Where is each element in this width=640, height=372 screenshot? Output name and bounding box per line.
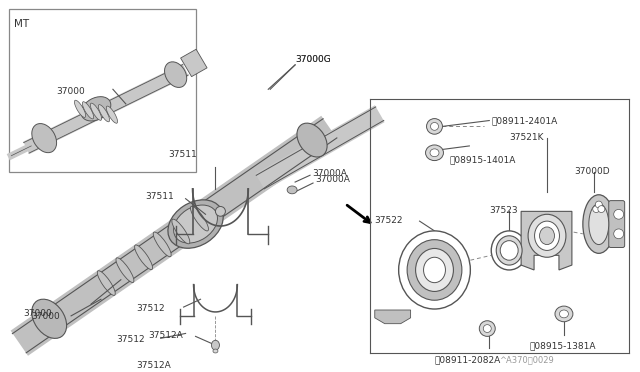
Ellipse shape <box>583 195 614 253</box>
Text: MT: MT <box>14 19 29 29</box>
Text: 37000A: 37000A <box>312 169 347 178</box>
Ellipse shape <box>116 258 134 282</box>
Circle shape <box>614 209 623 219</box>
Ellipse shape <box>74 100 86 118</box>
Bar <box>10 9 196 172</box>
Circle shape <box>426 119 442 134</box>
Ellipse shape <box>496 236 522 265</box>
Ellipse shape <box>555 306 573 322</box>
Ellipse shape <box>81 97 111 121</box>
Text: 37000: 37000 <box>56 87 85 96</box>
Text: 37000: 37000 <box>31 312 60 321</box>
FancyBboxPatch shape <box>609 201 625 247</box>
Text: 37512A: 37512A <box>148 331 184 340</box>
Ellipse shape <box>32 124 56 153</box>
Text: 37000A: 37000A <box>315 175 350 184</box>
Circle shape <box>479 321 495 336</box>
Circle shape <box>614 229 623 239</box>
Text: 37511: 37511 <box>146 192 175 201</box>
Circle shape <box>216 206 225 216</box>
Ellipse shape <box>153 232 171 257</box>
Ellipse shape <box>211 340 220 350</box>
Ellipse shape <box>172 219 190 244</box>
Text: 37512A: 37512A <box>136 361 170 370</box>
Text: 37523: 37523 <box>489 206 518 215</box>
Text: 37000G: 37000G <box>295 55 331 64</box>
Ellipse shape <box>415 248 453 291</box>
Bar <box>180 49 207 77</box>
Text: Ⓦ08915-1401A: Ⓦ08915-1401A <box>449 156 516 165</box>
Ellipse shape <box>534 221 559 250</box>
Text: 37000: 37000 <box>23 309 52 318</box>
Ellipse shape <box>213 349 218 353</box>
Text: 37521K: 37521K <box>509 133 543 142</box>
Ellipse shape <box>90 103 102 120</box>
Ellipse shape <box>173 205 218 243</box>
Ellipse shape <box>168 200 223 248</box>
Ellipse shape <box>134 245 152 270</box>
Ellipse shape <box>164 62 187 87</box>
Ellipse shape <box>430 149 439 157</box>
Ellipse shape <box>399 231 470 309</box>
Ellipse shape <box>106 106 118 123</box>
Text: 37512: 37512 <box>116 336 145 344</box>
Circle shape <box>483 325 492 333</box>
Text: ⓝ08911-2401A: ⓝ08911-2401A <box>492 117 557 126</box>
Ellipse shape <box>492 231 527 270</box>
Ellipse shape <box>528 214 566 257</box>
Ellipse shape <box>99 105 109 122</box>
Circle shape <box>598 206 605 212</box>
Text: 37522: 37522 <box>375 216 403 225</box>
Ellipse shape <box>287 186 297 194</box>
Ellipse shape <box>297 123 327 157</box>
Ellipse shape <box>83 102 93 119</box>
Text: Ⓦ08915-1381A: Ⓦ08915-1381A <box>529 341 596 350</box>
Ellipse shape <box>97 271 115 295</box>
Circle shape <box>431 122 438 130</box>
Ellipse shape <box>500 241 518 260</box>
Text: ^A370　0029: ^A370 0029 <box>499 355 554 364</box>
Text: 37000D: 37000D <box>574 167 609 176</box>
Text: 37000G: 37000G <box>295 55 331 64</box>
Ellipse shape <box>559 310 568 318</box>
Ellipse shape <box>540 227 554 244</box>
Text: 37511: 37511 <box>169 150 197 159</box>
Polygon shape <box>521 211 572 270</box>
Ellipse shape <box>407 240 462 300</box>
Circle shape <box>593 206 600 212</box>
Ellipse shape <box>589 203 609 244</box>
Text: 37512: 37512 <box>136 304 164 313</box>
Ellipse shape <box>32 299 67 339</box>
Text: ⓝ08911-2082A: ⓝ08911-2082A <box>435 355 500 364</box>
Ellipse shape <box>191 206 209 231</box>
Ellipse shape <box>426 145 444 161</box>
Circle shape <box>595 201 602 208</box>
Ellipse shape <box>424 257 445 283</box>
Polygon shape <box>375 310 411 324</box>
